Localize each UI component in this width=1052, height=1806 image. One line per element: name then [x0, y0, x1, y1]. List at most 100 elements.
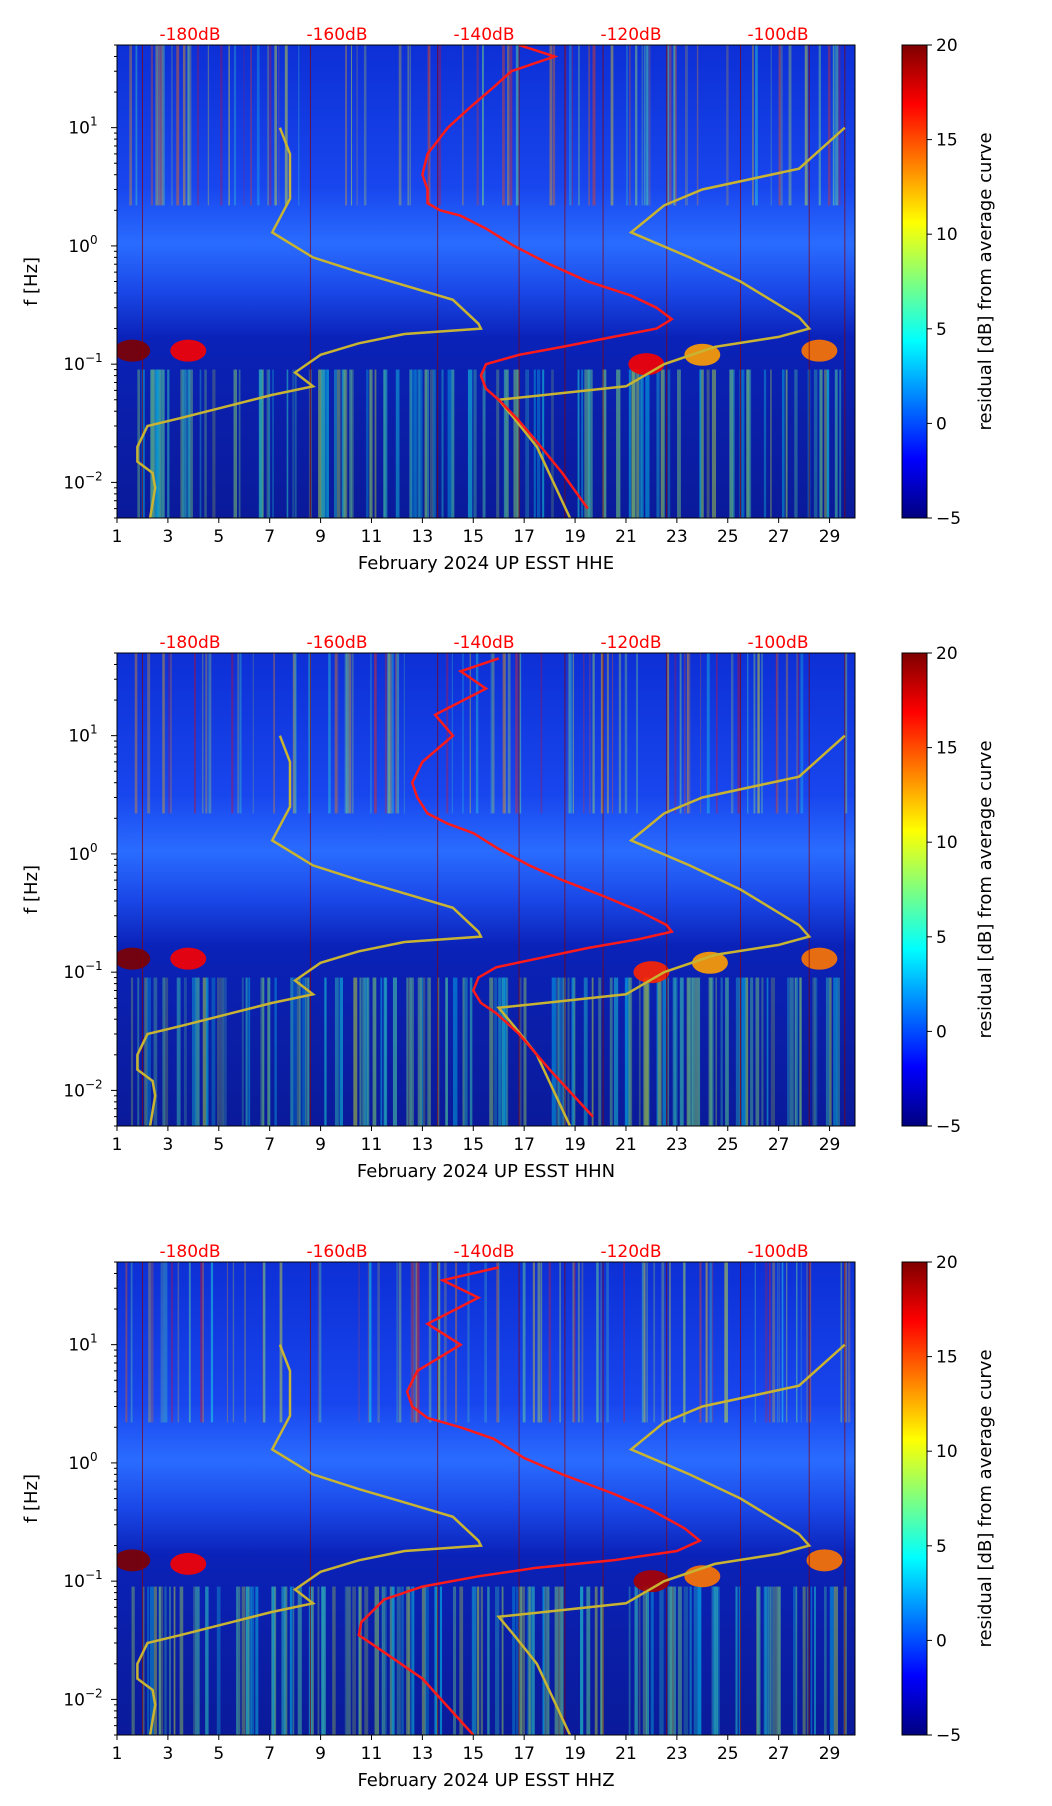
- x-tick-label: 11: [361, 1744, 383, 1764]
- x-tick-label: 17: [513, 527, 535, 547]
- average-psd-curve: [421, 45, 675, 510]
- hot-spot: [170, 1552, 207, 1575]
- y-tick-label: 100: [68, 233, 97, 257]
- y-tick-label: 10−1: [63, 959, 102, 983]
- x-tick-label: 25: [717, 527, 739, 547]
- model-curve-high: [496, 1343, 846, 1735]
- x-tick-label: 27: [768, 1135, 790, 1155]
- x-tick-label: 3: [162, 1135, 173, 1155]
- colorbar-tick-label: 20: [936, 1253, 958, 1273]
- colorbar-tick-label: 20: [936, 36, 958, 56]
- x-tick-label: 21: [615, 1135, 637, 1155]
- hot-spot: [117, 1549, 151, 1572]
- top-db-label: -100dB: [747, 1242, 808, 1262]
- top-db-label: -100dB: [747, 633, 808, 653]
- x-tick-label: 27: [768, 527, 790, 547]
- colorbar-tick-label: 15: [936, 1348, 958, 1368]
- colorbar-tick-label: 10: [936, 1442, 958, 1462]
- y-axis-label: f [Hz]: [21, 257, 42, 306]
- colorbar-tick-label: 0: [936, 1022, 947, 1042]
- colorbar-tick-label: 10: [936, 833, 958, 853]
- hot-spot: [806, 1549, 843, 1572]
- x-tick-label: 19: [564, 1135, 586, 1155]
- x-tick-label: 3: [162, 527, 173, 547]
- hot-spot: [691, 951, 728, 974]
- model-curve-low: [136, 735, 483, 1126]
- x-tick-label: 7: [264, 1744, 275, 1764]
- x-tick-label: 5: [213, 527, 224, 547]
- y-axis-label: f [Hz]: [21, 1474, 42, 1523]
- x-tick-label: 1: [112, 527, 123, 547]
- average-psd-curve: [357, 1266, 703, 1735]
- colorbar-tick-label: 10: [936, 225, 958, 245]
- top-db-label: -180dB: [159, 633, 220, 653]
- x-tick-label: 21: [615, 1744, 637, 1764]
- y-tick-label: 10−1: [63, 1568, 102, 1592]
- x-tick-label: 21: [615, 527, 637, 547]
- x-tick-label: 1: [112, 1744, 123, 1764]
- colorbar-label: residual [dB] from average curve: [975, 1349, 996, 1647]
- x-tick-label: 13: [412, 527, 434, 547]
- colorbar-tick-label: 0: [936, 1631, 947, 1651]
- hot-spot: [170, 947, 207, 970]
- top-db-label: -120dB: [600, 633, 661, 653]
- x-tick-label: 13: [412, 1135, 434, 1155]
- x-tick-label: 13: [412, 1744, 434, 1764]
- x-tick-label: 23: [666, 1744, 688, 1764]
- x-tick-label: 11: [361, 527, 383, 547]
- x-tick-label: 11: [361, 1135, 383, 1155]
- colorbar-tick-label: 0: [936, 414, 947, 434]
- hot-spot: [801, 339, 838, 362]
- colorbar-label: residual [dB] from average curve: [975, 740, 996, 1038]
- x-tick-label: 17: [513, 1135, 535, 1155]
- hot-spot: [801, 947, 838, 970]
- heatmap-streaks: [125, 1262, 851, 1735]
- y-tick-label: 100: [68, 841, 97, 865]
- y-axis-label: f [Hz]: [21, 865, 42, 914]
- model-curve-high: [496, 734, 846, 1126]
- x-tick-label: 7: [264, 1135, 275, 1155]
- x-tick-label: 19: [564, 527, 586, 547]
- x-tick-label: 5: [213, 1135, 224, 1155]
- x-axis-label: February 2024 UP ESST HHE: [358, 553, 614, 574]
- x-axis-label: February 2024 UP ESST HHN: [357, 1161, 615, 1182]
- colorbar-tick-label: 5: [936, 928, 947, 948]
- top-db-label: -160dB: [306, 1242, 367, 1262]
- x-tick-label: 15: [462, 1744, 484, 1764]
- y-tick-label: 101: [68, 723, 97, 747]
- x-tick-label: 9: [315, 527, 326, 547]
- top-db-label: -180dB: [159, 25, 220, 45]
- colorbar-label: residual [dB] from average curve: [975, 132, 996, 430]
- heatmap-streaks: [129, 45, 842, 518]
- y-tick-label: 100: [68, 1450, 97, 1474]
- colorbar-tick-label: 5: [936, 320, 947, 340]
- top-db-label: -100dB: [747, 25, 808, 45]
- hot-spot: [633, 961, 670, 984]
- x-axis-label: February 2024 UP ESST HHZ: [357, 1770, 614, 1791]
- x-tick-label: 19: [564, 1744, 586, 1764]
- x-tick-label: 29: [819, 1135, 841, 1155]
- heatmap-streaks: [130, 653, 848, 1126]
- model-curve-low: [136, 127, 483, 518]
- colorbar-tick-label: 20: [936, 644, 958, 664]
- top-db-label: -180dB: [159, 1242, 220, 1262]
- x-tick-label: 3: [162, 1744, 173, 1764]
- heatmap-background: [117, 45, 855, 518]
- top-db-label: -160dB: [306, 25, 367, 45]
- heatmap-background: [117, 1262, 855, 1735]
- hot-spot: [633, 1570, 670, 1593]
- average-psd-curve: [410, 657, 674, 1118]
- x-tick-label: 29: [819, 1744, 841, 1764]
- top-db-label: -160dB: [306, 633, 367, 653]
- top-db-label: -140dB: [453, 1242, 514, 1262]
- x-tick-label: 27: [768, 1744, 790, 1764]
- colorbar-tick-label: −5: [936, 1117, 961, 1137]
- colorbar-tick-label: −5: [936, 1726, 961, 1746]
- x-tick-label: 15: [462, 527, 484, 547]
- x-tick-label: 7: [264, 527, 275, 547]
- colorbar: [901, 44, 928, 519]
